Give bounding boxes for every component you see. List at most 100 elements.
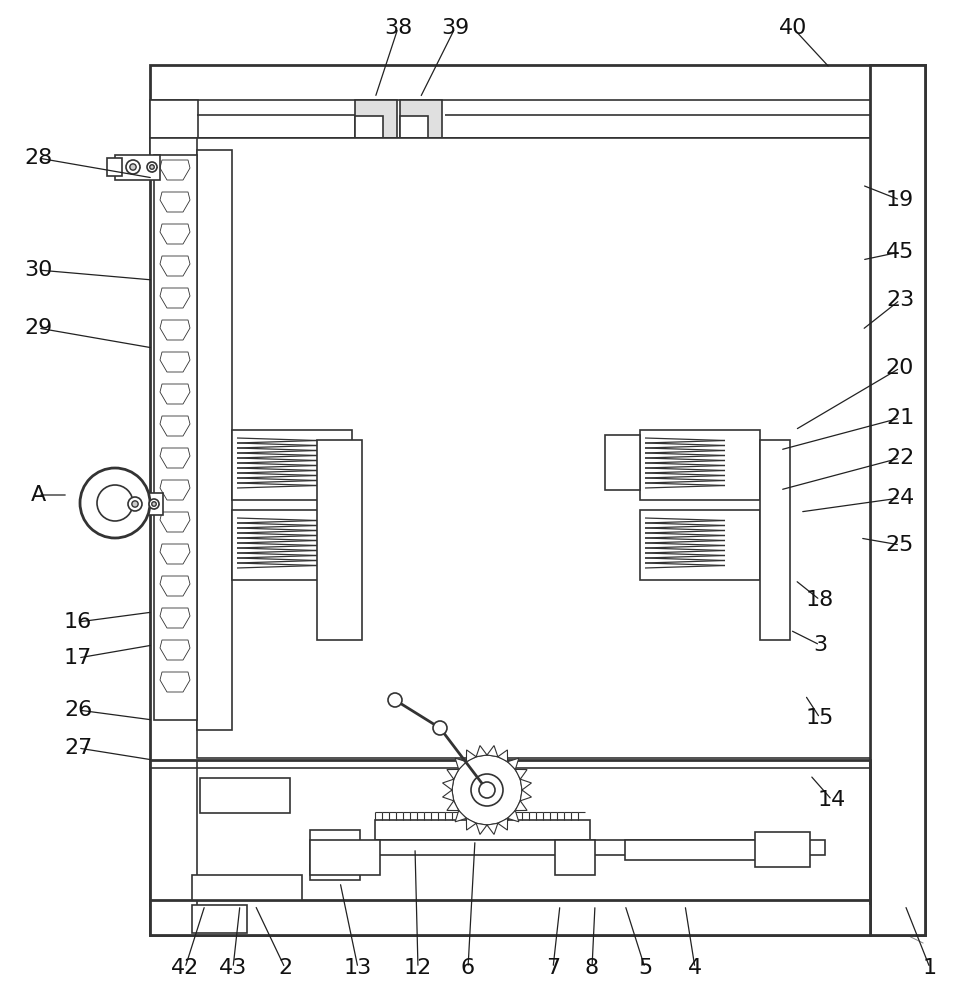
Text: 20: 20 <box>885 358 915 378</box>
Polygon shape <box>160 224 190 244</box>
Circle shape <box>147 162 157 172</box>
Text: 6: 6 <box>461 958 475 978</box>
Text: 5: 5 <box>638 958 652 978</box>
Polygon shape <box>160 352 190 372</box>
Polygon shape <box>447 769 459 779</box>
Text: 23: 23 <box>885 290 914 310</box>
Polygon shape <box>160 608 190 628</box>
Polygon shape <box>160 384 190 404</box>
Polygon shape <box>160 416 190 436</box>
Text: 19: 19 <box>885 190 914 210</box>
Bar <box>150 900 870 935</box>
Bar <box>150 100 198 138</box>
Bar <box>555 840 595 875</box>
Text: 24: 24 <box>885 488 914 508</box>
Circle shape <box>433 721 447 735</box>
Circle shape <box>388 693 402 707</box>
Polygon shape <box>515 801 527 811</box>
Polygon shape <box>160 256 190 276</box>
Polygon shape <box>498 818 507 830</box>
Circle shape <box>150 165 155 169</box>
Bar <box>107 495 122 513</box>
Polygon shape <box>160 576 190 596</box>
Bar <box>115 155 160 180</box>
Circle shape <box>482 785 492 795</box>
Polygon shape <box>498 750 507 762</box>
Polygon shape <box>515 769 527 779</box>
Bar <box>400 100 442 138</box>
Bar <box>200 778 290 813</box>
Text: 39: 39 <box>441 18 469 38</box>
Circle shape <box>479 782 495 798</box>
Text: 27: 27 <box>64 738 92 758</box>
Bar <box>232 430 352 500</box>
Circle shape <box>80 468 150 538</box>
Polygon shape <box>160 480 190 500</box>
Polygon shape <box>442 790 454 801</box>
Text: 12: 12 <box>404 958 433 978</box>
Polygon shape <box>520 779 532 790</box>
Bar <box>375 840 825 855</box>
Bar <box>197 138 870 758</box>
Bar <box>877 100 925 138</box>
Text: 13: 13 <box>344 958 372 978</box>
Bar <box>192 875 302 900</box>
Polygon shape <box>160 288 190 308</box>
Text: 17: 17 <box>64 648 92 668</box>
Circle shape <box>471 774 503 806</box>
Text: 4: 4 <box>688 958 702 978</box>
Text: 14: 14 <box>817 790 846 810</box>
Text: 30: 30 <box>23 260 52 280</box>
Circle shape <box>149 499 159 509</box>
Text: 26: 26 <box>64 700 92 720</box>
Polygon shape <box>160 320 190 340</box>
Bar <box>400 116 428 138</box>
Polygon shape <box>455 758 467 769</box>
Polygon shape <box>467 818 476 830</box>
Bar <box>310 830 360 870</box>
Circle shape <box>452 755 522 825</box>
Circle shape <box>152 502 156 506</box>
Bar <box>760 440 790 640</box>
Circle shape <box>97 485 133 521</box>
Bar <box>355 100 397 138</box>
Bar <box>197 150 232 730</box>
Polygon shape <box>476 823 487 834</box>
Bar <box>118 493 163 515</box>
Circle shape <box>132 501 138 507</box>
Polygon shape <box>507 811 519 822</box>
Polygon shape <box>160 448 190 468</box>
Bar <box>625 840 765 860</box>
Text: 1: 1 <box>923 958 937 978</box>
Polygon shape <box>487 746 498 757</box>
Circle shape <box>128 497 142 511</box>
Text: 15: 15 <box>806 708 834 728</box>
Polygon shape <box>487 823 498 834</box>
Polygon shape <box>160 640 190 660</box>
Text: 3: 3 <box>813 635 827 655</box>
Bar <box>317 440 362 640</box>
Bar <box>150 65 925 935</box>
Text: 7: 7 <box>546 958 560 978</box>
Bar <box>870 65 925 935</box>
Text: 40: 40 <box>779 18 807 38</box>
Text: A: A <box>30 485 46 505</box>
Polygon shape <box>467 750 476 762</box>
Text: 38: 38 <box>384 18 412 38</box>
Polygon shape <box>160 160 190 180</box>
Polygon shape <box>476 746 487 757</box>
Bar <box>640 510 760 580</box>
Text: 16: 16 <box>64 612 92 632</box>
Text: 22: 22 <box>885 448 914 468</box>
Text: 25: 25 <box>885 535 915 555</box>
Circle shape <box>130 164 136 170</box>
Bar <box>192 905 247 933</box>
Polygon shape <box>455 811 467 822</box>
Bar <box>605 435 640 490</box>
Polygon shape <box>442 779 454 790</box>
Bar <box>150 138 198 176</box>
Polygon shape <box>160 672 190 692</box>
Text: 8: 8 <box>585 958 599 978</box>
Bar <box>310 840 380 875</box>
Polygon shape <box>507 758 519 769</box>
